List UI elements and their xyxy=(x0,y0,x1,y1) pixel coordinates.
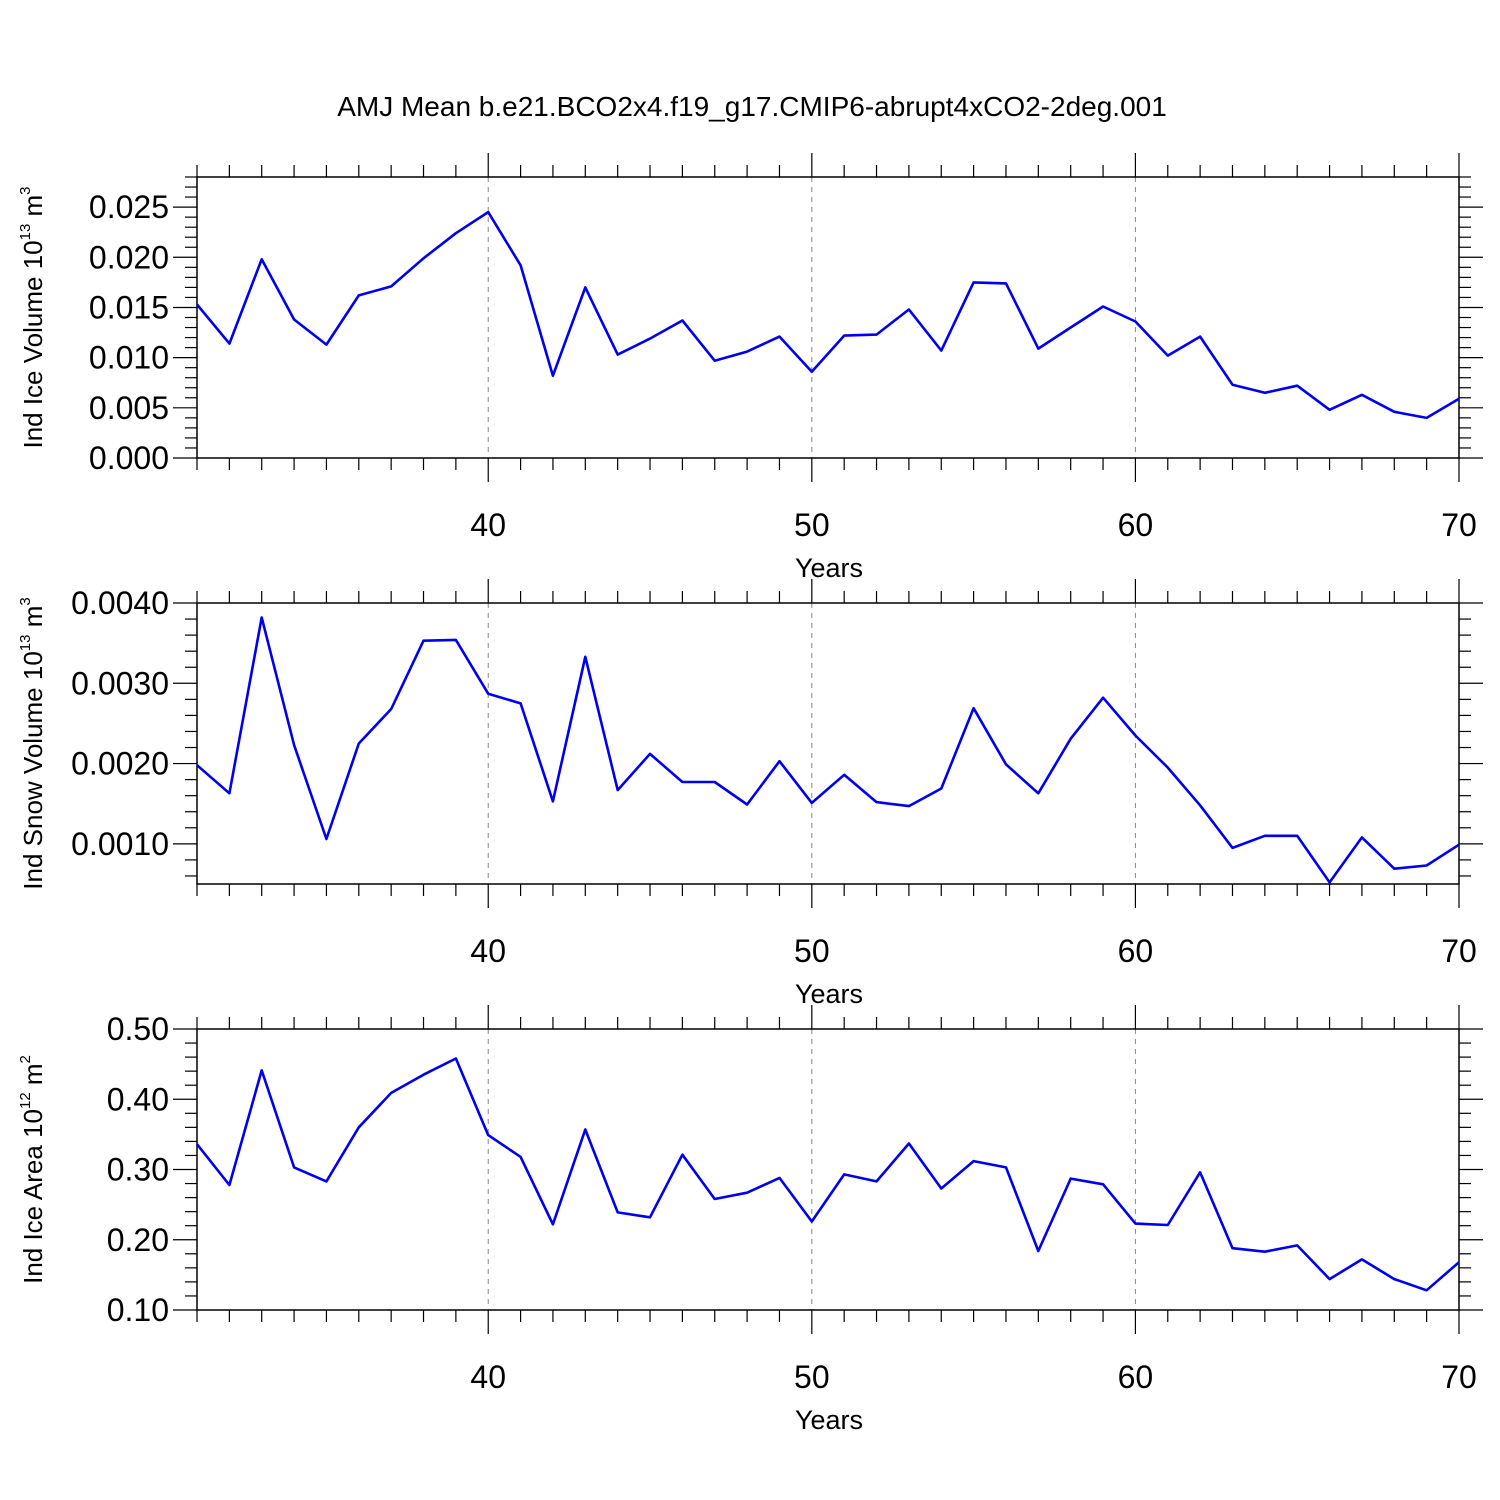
y-tick-label: 0.0030 xyxy=(71,665,169,701)
y-tick-label: 0.0040 xyxy=(71,585,169,621)
x-tick-label: 40 xyxy=(470,933,506,969)
y-tick-label: 0.0010 xyxy=(71,826,169,862)
panel-2: 40 50 60 70 0.0010 0.0020 0.0030 0.0040 Years Ind… xyxy=(17,579,1483,1009)
y-tick-label: 0.015 xyxy=(89,289,169,325)
y-axis-label: Ind Snow Volume 1013 m3 xyxy=(17,597,48,889)
series-line-1 xyxy=(195,1057,1460,1292)
y-tick-label: 0.0020 xyxy=(71,746,169,782)
tick-marks xyxy=(173,1005,1483,1334)
y-tick-label: 0.025 xyxy=(89,189,169,225)
data-points xyxy=(196,1058,1460,1291)
x-axis-label: Years xyxy=(795,979,863,1009)
y-tick-label: 0.50 xyxy=(107,1011,169,1047)
x-axis-label: Years xyxy=(795,1405,863,1435)
x-tick-label: 50 xyxy=(794,933,830,969)
y-tick-label: 0.10 xyxy=(107,1292,169,1328)
x-tick-label: 70 xyxy=(1441,507,1477,543)
x-tick-label: 70 xyxy=(1441,933,1477,969)
series-line-1 xyxy=(196,616,1460,884)
panel-3: 40 50 60 70 0.10 0.20 0.30 0.40 0.50 Years Ind Ice… xyxy=(17,1005,1483,1435)
x-tick-label: 40 xyxy=(470,507,506,543)
x-axis-label: Years xyxy=(795,553,863,583)
y-tick-label: 0.000 xyxy=(89,440,169,476)
panel-1: 40 50 60 70 0.000 0.005 0.010 0.015 0.020 0.025 Ye… xyxy=(17,153,1483,583)
panels: 40 50 60 70 0.000 0.005 0.010 0.015 0.020 0.025 Ye… xyxy=(17,153,1483,1435)
chart-title: AMJ Mean b.e21.BCO2x4.f19_g17.CMIP6-abru… xyxy=(337,91,1167,122)
y-tick-label: 0.020 xyxy=(89,239,169,275)
series-line-1 xyxy=(195,210,1460,420)
plot-frame xyxy=(196,1028,1460,1311)
tick-marks xyxy=(173,153,1483,482)
x-tick-label: 40 xyxy=(470,1359,506,1395)
x-tick-label: 60 xyxy=(1118,1359,1154,1395)
x-tick-label: 60 xyxy=(1118,933,1154,969)
plot-frame xyxy=(196,602,1460,885)
plot-frame xyxy=(196,176,1460,459)
x-tick-label: 70 xyxy=(1441,1359,1477,1395)
y-tick-label: 0.40 xyxy=(107,1081,169,1117)
data-points xyxy=(196,617,1460,883)
x-tick-label: 50 xyxy=(794,1359,830,1395)
tick-marks xyxy=(173,579,1483,908)
y-tick-label: 0.20 xyxy=(107,1222,169,1258)
x-tick-label: 60 xyxy=(1118,507,1154,543)
y-tick-label: 0.010 xyxy=(89,340,169,376)
y-tick-label: 0.005 xyxy=(89,390,169,426)
y-axis-label: Ind Ice Area 1012 m2 xyxy=(17,1055,48,1284)
y-tick-label: 0.30 xyxy=(107,1152,169,1188)
y-axis-label: Ind Ice Volume 1013 m3 xyxy=(17,186,48,448)
data-points xyxy=(196,212,1460,418)
x-tick-label: 50 xyxy=(794,507,830,543)
